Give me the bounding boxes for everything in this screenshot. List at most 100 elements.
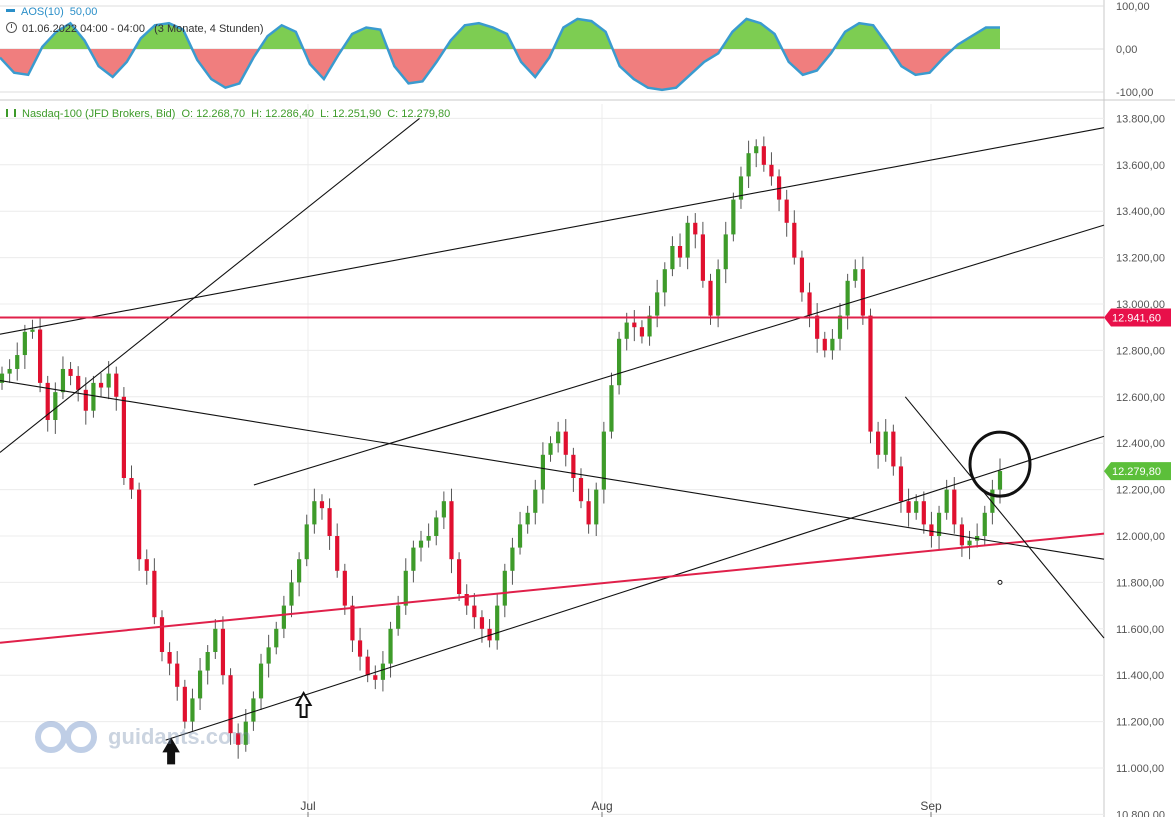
candle-body <box>990 489 995 513</box>
candle-body <box>495 605 500 641</box>
candle-body <box>723 234 728 270</box>
guidants-logo-icon <box>35 721 97 753</box>
candle-body <box>335 536 340 571</box>
candle-body <box>98 382 104 388</box>
ohlc-low: L: 12.251,90 <box>320 108 382 120</box>
instrument-name: Nasdaq-100 (JFD Brokers, Bid) <box>22 108 176 120</box>
candle-body <box>517 524 523 548</box>
candle-body <box>258 663 264 699</box>
candle-body <box>792 222 797 258</box>
oscillator-subtitle: 01.06.2022 04:00 - 04:00 (3 Monate, 4 St… <box>6 22 264 35</box>
circle-annotation <box>968 430 1032 498</box>
candle-body <box>60 368 66 393</box>
candle-body <box>533 489 538 513</box>
candle-body <box>944 489 949 513</box>
candle-body <box>68 368 73 376</box>
candle-body <box>769 164 774 177</box>
horizontal-level-tag <box>1104 308 1171 327</box>
clock-icon <box>6 22 17 33</box>
x-tick-label: Aug <box>591 799 612 813</box>
trendline-support-red <box>0 532 1105 644</box>
candle-body <box>632 322 637 328</box>
period-label: (3 Monate, 4 Stunden) <box>154 23 264 35</box>
candle-body <box>921 501 926 525</box>
candle-body <box>251 698 256 722</box>
candle-body <box>655 292 660 316</box>
oscillator-line <box>0 17 1000 92</box>
candle-body <box>152 570 157 618</box>
candle-body <box>502 570 507 606</box>
candle-body <box>807 292 812 316</box>
main-y-tick-label: 11.800,00 <box>1116 577 1164 589</box>
candle-body <box>799 257 805 293</box>
oscillator-y-tick-label: -100,00 <box>1116 87 1153 99</box>
candle-body <box>784 199 789 223</box>
up-arrow-icon <box>162 737 180 765</box>
main-y-tick-label: 11.600,00 <box>1116 624 1164 636</box>
candle-body <box>487 628 492 641</box>
candle-body <box>7 368 12 374</box>
candle-body <box>738 176 744 200</box>
candle-body <box>936 512 942 536</box>
trendline-falling <box>0 380 1105 560</box>
up-arrow-icon <box>294 690 313 718</box>
candle-body <box>121 396 126 478</box>
arrow-shape <box>294 690 313 718</box>
main-y-tick-label: 13.800,00 <box>1116 113 1165 125</box>
candle-body <box>754 146 759 154</box>
oscillator-value: 50,00 <box>69 6 98 18</box>
candle-body <box>76 375 81 390</box>
candle-body <box>815 315 820 339</box>
candle-body <box>761 146 766 165</box>
candle-body <box>556 431 561 444</box>
candle-body <box>670 246 675 270</box>
oscillator-y-tick-label: 100,00 <box>1116 1 1150 13</box>
date-range: 01.06.2022 04:00 - 04:00 <box>22 23 145 35</box>
candle-body <box>906 501 911 513</box>
candle-body <box>91 382 96 411</box>
main-y-tick-label: 11.200,00 <box>1116 717 1164 729</box>
trendline-lower-rising <box>165 435 1105 741</box>
candle-body <box>350 605 355 641</box>
candle-body <box>548 443 553 455</box>
candle-body <box>624 322 629 339</box>
main-y-tick-label: 11.000,00 <box>1116 763 1164 775</box>
candle-body <box>213 628 218 652</box>
candle-body <box>479 617 485 629</box>
candle-body <box>586 501 591 525</box>
candle-body <box>15 355 20 369</box>
candle-body <box>510 547 515 571</box>
candle-body <box>716 269 721 316</box>
oscillator-legend: AOS(10) 50,00 <box>6 6 103 18</box>
x-tick-label: Sep <box>920 799 942 813</box>
candle-body <box>396 605 401 629</box>
main-y-tick-label: 12.200,00 <box>1116 485 1165 497</box>
candle-body <box>472 605 477 618</box>
candle-body <box>434 517 439 536</box>
candle-body <box>952 489 957 525</box>
candle-body <box>37 329 43 383</box>
candle-body <box>898 466 904 502</box>
candle-body <box>319 501 325 509</box>
main-y-tick-label: 12.400,00 <box>1116 438 1165 450</box>
candle-body <box>837 315 843 339</box>
candle-body <box>891 431 896 467</box>
trendline-short-falling <box>904 396 1105 639</box>
candle-body <box>0 373 5 383</box>
oscillator-positive-area <box>0 18 1000 49</box>
candle-body <box>868 315 873 432</box>
candle-body <box>601 431 606 490</box>
candle-body <box>594 489 599 525</box>
candle-body <box>426 536 431 541</box>
ohlc-open: O: 12.268,70 <box>181 108 246 120</box>
candle-body <box>746 153 751 177</box>
candle-body <box>457 559 462 594</box>
candle-body <box>274 628 279 648</box>
main-y-tick-label: 12.000,00 <box>1116 531 1165 543</box>
candle-body <box>411 547 416 571</box>
candle-body <box>700 234 705 281</box>
candle-body <box>876 431 881 455</box>
candle-body <box>45 382 50 420</box>
horizontal-level-label: 12.941,60 <box>1112 313 1161 325</box>
